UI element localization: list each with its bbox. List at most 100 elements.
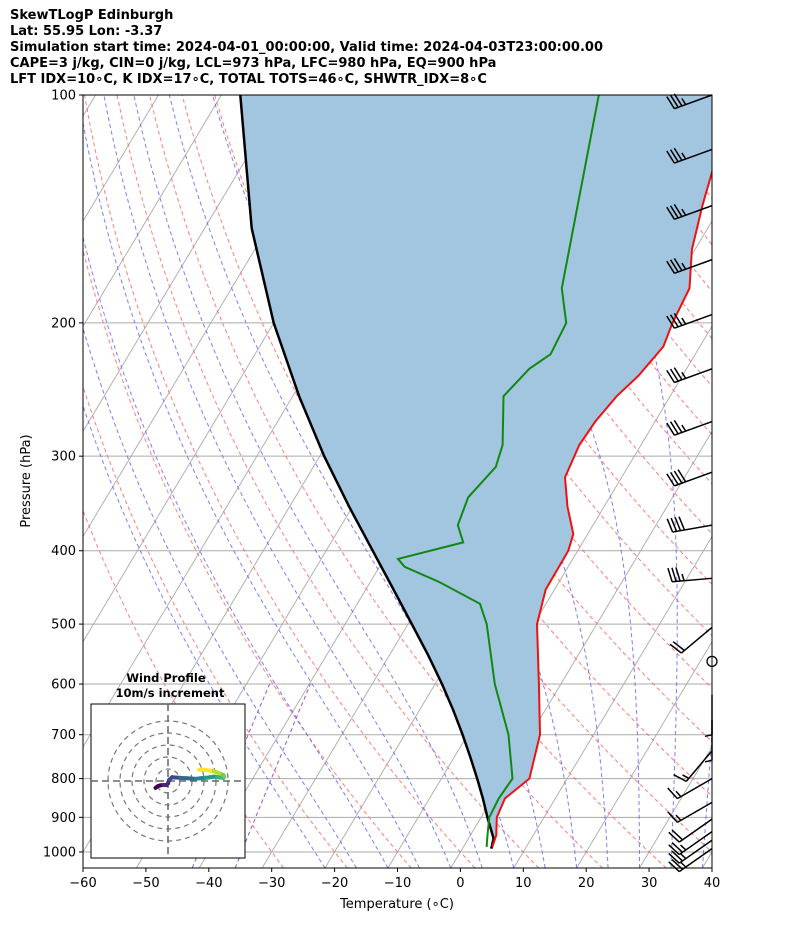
wind-barb [673,750,713,783]
barb-feather [669,643,682,654]
x-tick-label: 40 [704,876,721,891]
barb-feather [675,814,682,821]
moist-adiabat [103,95,452,868]
x-tick-label: −30 [258,876,285,891]
barb-feather [669,149,679,163]
cape-fill [240,95,712,847]
x-tick-label: 20 [578,876,595,891]
barb-feather [671,841,684,853]
dry-adiabat [149,95,603,868]
barb-feather [671,829,684,841]
barb-feather [680,844,687,851]
x-tick-label: −50 [132,876,159,891]
barb-shaft [674,471,713,487]
parcel-line [239,95,495,849]
y-tick-label: 200 [51,316,76,331]
barb-feather [681,262,687,270]
barb-shaft [672,577,713,583]
moist-adiabat [544,95,678,868]
barb-feather [666,206,676,220]
wind-barb [667,777,713,800]
moist-adiabat [334,95,609,868]
barb-feather [673,470,683,484]
x-tick-label: −40 [195,876,222,891]
barb-feather [673,147,683,161]
x-tick-label: −60 [69,876,96,891]
barb-feather [666,150,676,164]
y-tick-label: 900 [51,811,76,826]
wind-barb [666,258,713,275]
inset-subtitle: 10m/s increment [116,686,225,700]
title-indices-line: LFT IDX=10∘C, K IDX=17∘C, TOTAL TOTS=46∘… [10,72,487,87]
barb-feather [668,831,680,843]
wind-barb [668,831,713,856]
moist-adiabat [83,404,326,868]
isotherm-line [576,640,712,868]
x-tick-label: 30 [641,876,658,891]
barb-feather [671,859,684,870]
y-tick-label: 500 [51,618,76,633]
y-tick-label: 600 [51,678,76,693]
wind-barb [704,720,713,763]
isotherm-line [83,95,222,328]
barb-feather [669,421,679,435]
barb-feather [669,368,679,382]
barb-feather [667,811,678,823]
cape-area [240,95,712,847]
barb-feather [666,315,676,329]
wind-barb [667,801,713,824]
title-station: SkewTLogP Edinburgh [10,8,174,23]
barb-feather [671,850,684,862]
barb-feather [678,516,686,531]
barb-feather [668,861,680,873]
barb-feather [681,371,687,379]
barb-feather [675,567,681,582]
x-tick-label: 0 [456,876,464,891]
barb-shaft [674,420,713,436]
barb-feather [681,573,685,581]
barb-shaft [674,258,713,275]
isotherm-line [513,535,712,868]
wind-barb [666,147,713,164]
moist-adiabat [83,326,357,868]
barb-shaft [678,848,713,873]
hodograph [153,767,227,790]
mixing-ratio-line [234,683,311,868]
x-axis-label: Temperature (∘C) [339,897,454,912]
barb-shaft [676,801,713,824]
isotherm-line [765,95,794,868]
dry-adiabat [83,385,348,868]
wind-barb [667,567,713,583]
moist-adiabat [133,95,483,868]
barb-feather [666,260,676,274]
barb-feather [666,473,676,487]
barb-feather [668,844,680,856]
dry-adiabat [83,248,412,868]
moist-adiabat [424,95,640,868]
barb-feather [675,790,682,798]
barb-shaft [678,839,713,864]
wind-barb [668,848,713,873]
barb-shaft [678,818,713,843]
chart-title-block: SkewTLogP Edinburgh Lat: 55.95 Lon: -3.3… [10,8,603,88]
barb-feather [666,369,676,383]
isotherm-line [83,95,96,117]
barb-feather [704,734,713,738]
barb-shaft [674,148,713,164]
barb-shaft [680,626,713,654]
wind-barb [666,516,713,533]
wind-barb [666,469,713,487]
barb-feather [673,419,683,433]
barb-feather [673,312,683,326]
barb-feather [669,205,679,219]
barb-feather [671,567,677,582]
barb-shaft [672,524,713,533]
barb-shaft [676,777,713,800]
inset-title: Wind Profile [126,671,206,685]
y-axis-label: Pressure (hPa) [19,434,34,527]
wind-barb [666,93,713,110]
x-tick-label: 10 [515,876,532,891]
wind-barb [668,818,713,843]
wind-barb [666,419,713,436]
